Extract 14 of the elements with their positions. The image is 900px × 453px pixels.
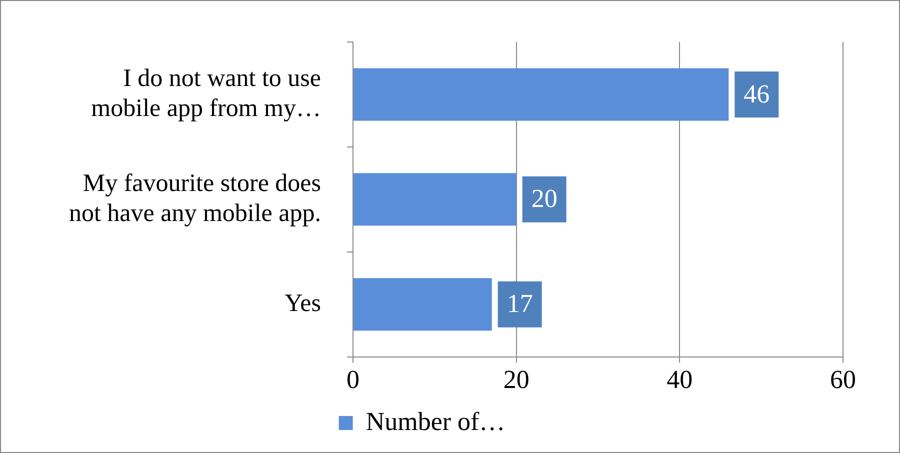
data-label: 17 [506, 289, 533, 318]
x-tick-label: 20 [503, 365, 530, 394]
data-label: 46 [744, 79, 770, 108]
bar [354, 173, 516, 226]
data-label: 20 [531, 184, 558, 214]
bar [354, 278, 492, 331]
y-tick-label: I do not want to use mobile app from my… [91, 65, 321, 122]
x-tick-label: 40 [666, 365, 693, 394]
x-tick-label: 60 [830, 365, 856, 394]
bar [354, 68, 729, 121]
y-tick-label: Yes [284, 290, 321, 317]
legend-label: Number of… [366, 406, 506, 436]
x-tick-label: 0 [346, 365, 360, 394]
y-tick-label: My favourite store does not have any mobile app. [68, 170, 321, 227]
